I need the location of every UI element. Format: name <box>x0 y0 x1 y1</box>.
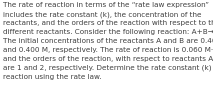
Text: reactants, and the orders of the reaction with respect to the: reactants, and the orders of the reactio… <box>3 20 213 26</box>
Text: reaction using the rate law.: reaction using the rate law. <box>3 74 101 80</box>
Text: and the orders of the reaction, with respect to reactants A and B,: and the orders of the reaction, with res… <box>3 56 213 62</box>
Text: different reactants. Consider the following reaction: A+B→C+D: different reactants. Consider the follow… <box>3 29 213 35</box>
Text: are 1 and 2, respectively. Determine the rate constant (k) for the: are 1 and 2, respectively. Determine the… <box>3 65 213 71</box>
Text: The rate of reaction in terms of the “rate law expression”: The rate of reaction in terms of the “ra… <box>3 2 209 8</box>
Text: and 0.400 M, respectively. The rate of reaction is 0.060 M·s−1,: and 0.400 M, respectively. The rate of r… <box>3 47 213 53</box>
Text: includes the rate constant (k), the concentration of the: includes the rate constant (k), the conc… <box>3 11 201 18</box>
Text: The initial concentrations of the reactants A and B are 0.400 M: The initial concentrations of the reacta… <box>3 38 213 44</box>
